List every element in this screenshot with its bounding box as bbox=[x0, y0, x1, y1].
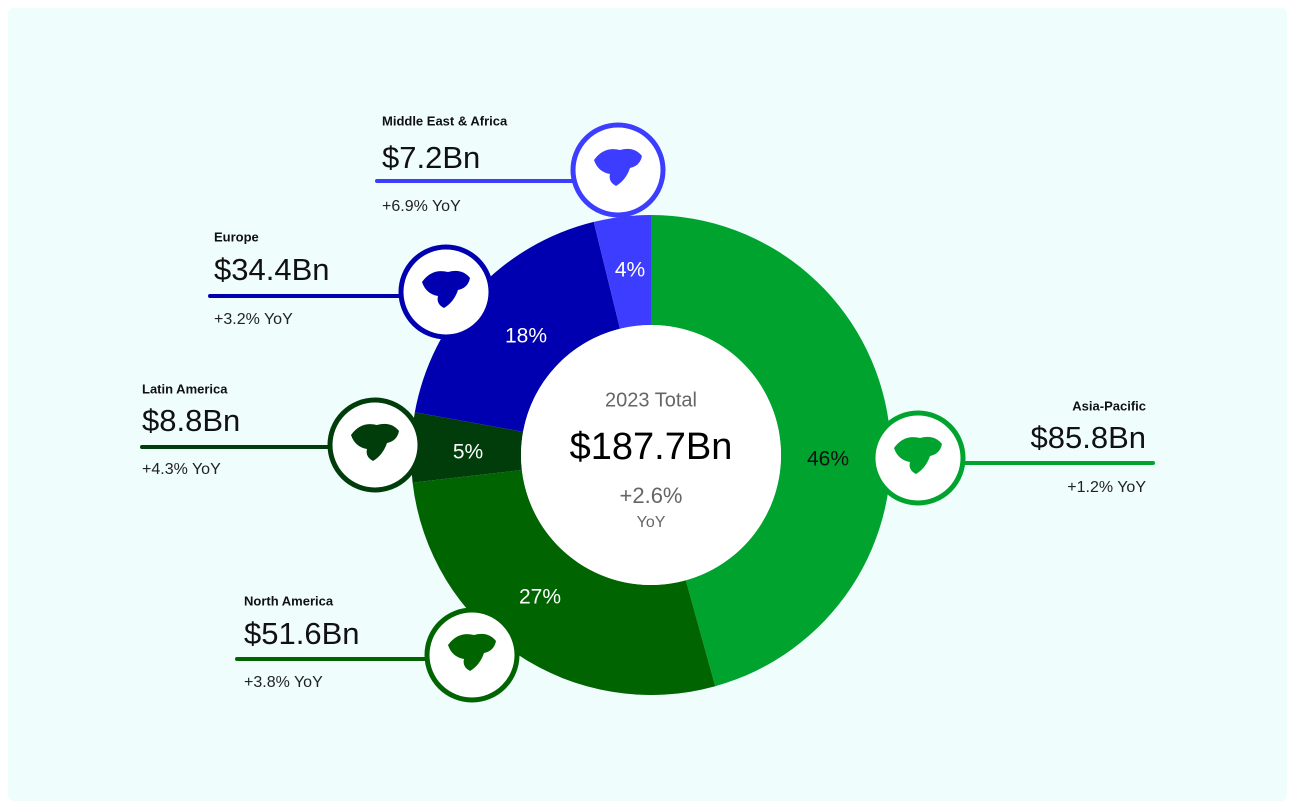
share-label: 18% bbox=[505, 325, 547, 348]
region-name: Latin America bbox=[142, 381, 228, 396]
region-map bbox=[448, 633, 496, 671]
region-map bbox=[351, 423, 399, 461]
region-name: Middle East & Africa bbox=[382, 113, 508, 128]
share-label: 27% bbox=[519, 586, 561, 609]
region-amount: $7.2Bn bbox=[382, 140, 480, 175]
donut-slice bbox=[651, 215, 892, 687]
share-label: 46% bbox=[807, 448, 849, 471]
region-yoy: +1.2% YoY bbox=[1067, 479, 1146, 496]
region-yoy: +3.2% YoY bbox=[214, 311, 293, 328]
center-growth: +2.6% bbox=[620, 483, 683, 508]
share-label: 4% bbox=[615, 259, 645, 282]
center-circle bbox=[521, 325, 781, 585]
region-map bbox=[894, 436, 942, 474]
donut-slice bbox=[411, 412, 524, 483]
donut-slice bbox=[414, 221, 620, 432]
region-name: Europe bbox=[214, 229, 259, 244]
donut-slice bbox=[593, 215, 651, 329]
center-total: $187.7Bn bbox=[570, 426, 733, 468]
region-amount: $34.4Bn bbox=[214, 252, 330, 287]
donut-slice bbox=[412, 469, 716, 696]
region-yoy: +4.3% YoY bbox=[142, 461, 221, 478]
region-name: Asia-Pacific bbox=[1072, 398, 1146, 413]
share-label: 5% bbox=[453, 441, 483, 464]
region-yoy: +3.8% YoY bbox=[244, 674, 323, 691]
region-map bbox=[594, 148, 642, 186]
center-title: 2023 Total bbox=[605, 389, 697, 411]
region-map bbox=[422, 270, 470, 308]
region-amount: $51.6Bn bbox=[244, 616, 360, 651]
center-growth-unit: YoY bbox=[637, 514, 666, 531]
region-amount: $85.8Bn bbox=[1031, 420, 1147, 455]
region-yoy: +6.9% YoY bbox=[382, 198, 461, 215]
region-name: North America bbox=[244, 593, 334, 608]
region-amount: $8.8Bn bbox=[142, 403, 240, 438]
